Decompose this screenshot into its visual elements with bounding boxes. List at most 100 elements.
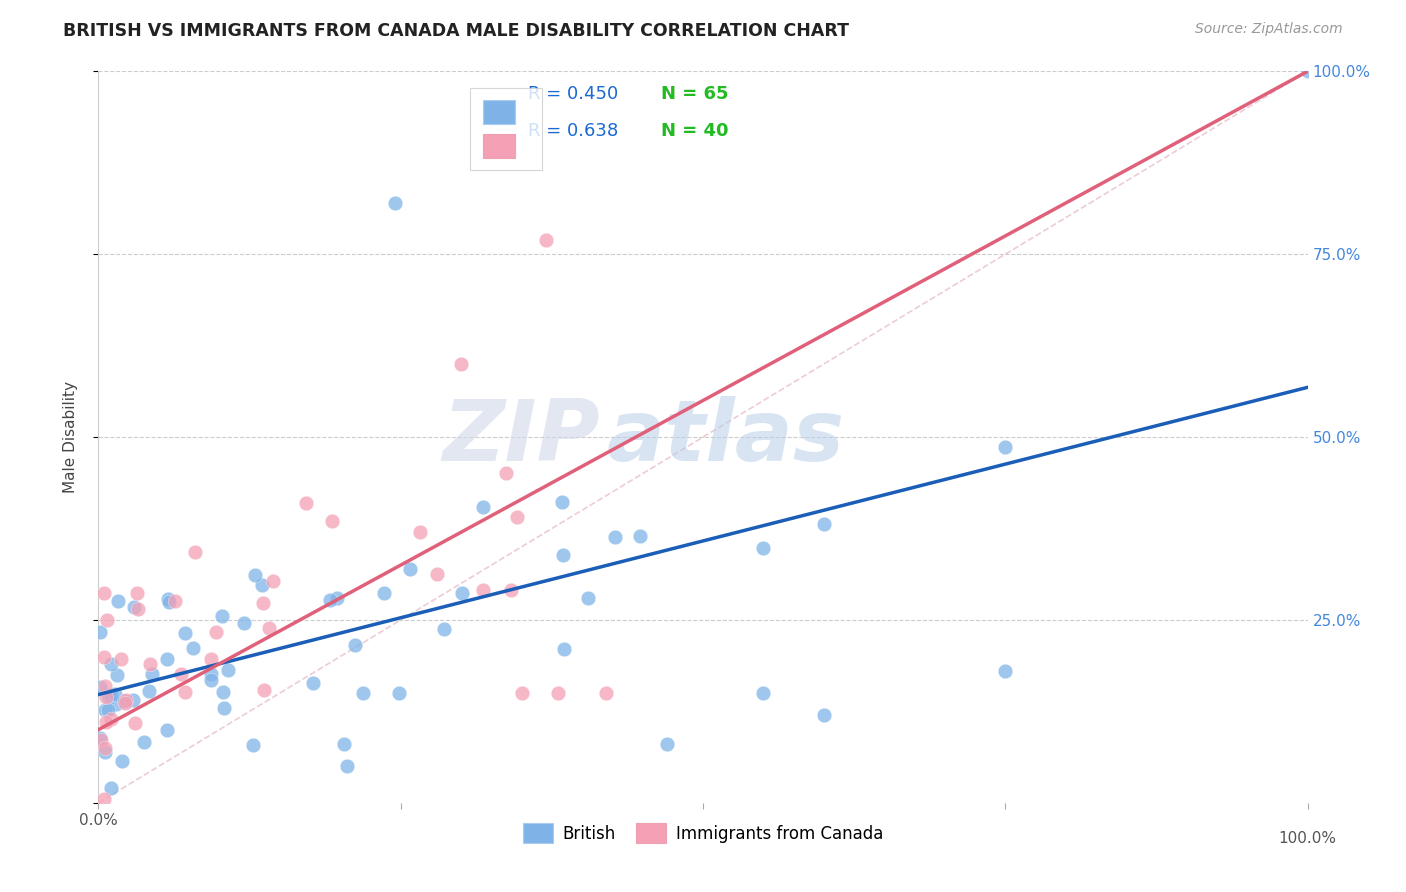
Point xyxy=(97,703,120,717)
Point xyxy=(96,613,118,627)
Legend: British, Immigrants from Canada: British, Immigrants from Canada xyxy=(516,817,890,849)
Text: ZIP: ZIP xyxy=(443,395,600,479)
Point xyxy=(107,594,129,608)
Point xyxy=(294,496,316,510)
Point xyxy=(510,686,533,700)
Point xyxy=(89,681,111,695)
Point xyxy=(472,500,495,515)
Point xyxy=(262,574,284,588)
Point xyxy=(141,667,163,681)
Point xyxy=(450,357,472,371)
Point xyxy=(138,684,160,698)
Point xyxy=(813,516,835,531)
Point xyxy=(301,676,323,690)
Point xyxy=(174,626,197,640)
Point xyxy=(104,687,127,701)
Point xyxy=(373,585,395,599)
Text: Source: ZipAtlas.com: Source: ZipAtlas.com xyxy=(1195,22,1343,37)
Point xyxy=(100,657,122,671)
Point xyxy=(752,541,775,555)
Point xyxy=(204,625,226,640)
Point xyxy=(200,667,222,681)
Point xyxy=(576,591,599,605)
Point xyxy=(94,690,117,704)
Point xyxy=(472,582,495,597)
Point xyxy=(104,698,127,712)
Point xyxy=(122,600,145,615)
Point xyxy=(343,639,366,653)
Point xyxy=(184,545,207,559)
Point xyxy=(122,692,145,706)
Point xyxy=(200,651,222,665)
Point xyxy=(253,683,276,698)
Point xyxy=(752,686,775,700)
Point xyxy=(426,567,449,582)
Point xyxy=(399,562,422,576)
Point xyxy=(257,621,280,635)
Point xyxy=(352,686,374,700)
Point xyxy=(114,696,136,710)
Text: BRITISH VS IMMIGRANTS FROM CANADA MALE DISABILITY CORRELATION CHART: BRITISH VS IMMIGRANTS FROM CANADA MALE D… xyxy=(63,22,849,40)
Point xyxy=(200,673,222,687)
Point xyxy=(212,684,235,698)
Point xyxy=(138,657,160,672)
Point xyxy=(90,732,112,747)
Point xyxy=(994,440,1017,454)
Text: R = 0.450: R = 0.450 xyxy=(527,85,617,103)
Point xyxy=(495,466,517,480)
Point xyxy=(94,741,117,756)
Point xyxy=(252,596,274,610)
Point xyxy=(124,715,146,730)
Point xyxy=(319,592,342,607)
Point xyxy=(157,594,180,608)
Point xyxy=(214,701,236,715)
Point xyxy=(595,686,617,700)
Point xyxy=(93,649,115,664)
Point xyxy=(93,585,115,599)
Point xyxy=(1296,64,1319,78)
Point xyxy=(603,530,626,544)
Point xyxy=(384,196,406,211)
Point xyxy=(105,668,128,682)
Point xyxy=(553,641,575,656)
Point xyxy=(250,578,273,592)
Point xyxy=(155,652,177,666)
Point xyxy=(156,591,179,606)
Point xyxy=(534,233,557,247)
Point xyxy=(336,759,359,773)
Point xyxy=(134,735,156,749)
Point xyxy=(170,667,193,681)
Point xyxy=(127,601,149,615)
Point xyxy=(388,686,411,700)
Point xyxy=(813,708,835,723)
Point xyxy=(111,754,134,768)
Point xyxy=(547,686,569,700)
Point xyxy=(94,703,117,717)
Point xyxy=(89,731,111,746)
Text: N = 40: N = 40 xyxy=(661,121,728,140)
Point xyxy=(450,586,472,600)
Text: 100.0%: 100.0% xyxy=(1278,831,1337,846)
Point xyxy=(163,594,186,608)
Point xyxy=(242,738,264,752)
Point xyxy=(174,685,197,699)
Point xyxy=(243,568,266,582)
Point xyxy=(89,624,111,639)
Point xyxy=(409,524,432,539)
Point xyxy=(94,714,117,729)
Point xyxy=(115,693,138,707)
Point xyxy=(501,582,523,597)
Point xyxy=(232,615,254,630)
Point xyxy=(93,792,115,806)
Point xyxy=(155,723,177,737)
Point xyxy=(100,780,122,795)
Point xyxy=(110,652,132,666)
Point xyxy=(655,737,678,751)
Point xyxy=(98,690,121,705)
Point xyxy=(94,746,117,760)
Text: atlas: atlas xyxy=(606,395,845,479)
Point xyxy=(333,737,356,751)
Point xyxy=(506,510,529,524)
Point xyxy=(211,609,233,624)
Point xyxy=(127,586,149,600)
